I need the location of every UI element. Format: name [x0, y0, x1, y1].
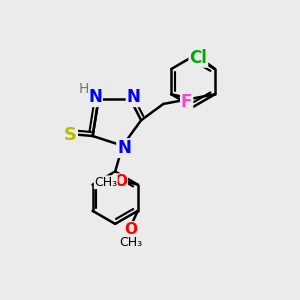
- Text: N: N: [88, 88, 102, 106]
- Text: O: O: [114, 174, 127, 189]
- Text: Cl: Cl: [189, 49, 207, 67]
- Text: S: S: [64, 125, 77, 143]
- Text: H: H: [79, 82, 89, 96]
- Text: N: N: [127, 88, 141, 106]
- Text: CH₃: CH₃: [94, 176, 117, 189]
- Text: F: F: [181, 93, 192, 111]
- Text: N: N: [117, 139, 131, 157]
- Text: O: O: [124, 222, 137, 237]
- Text: CH₃: CH₃: [119, 236, 142, 249]
